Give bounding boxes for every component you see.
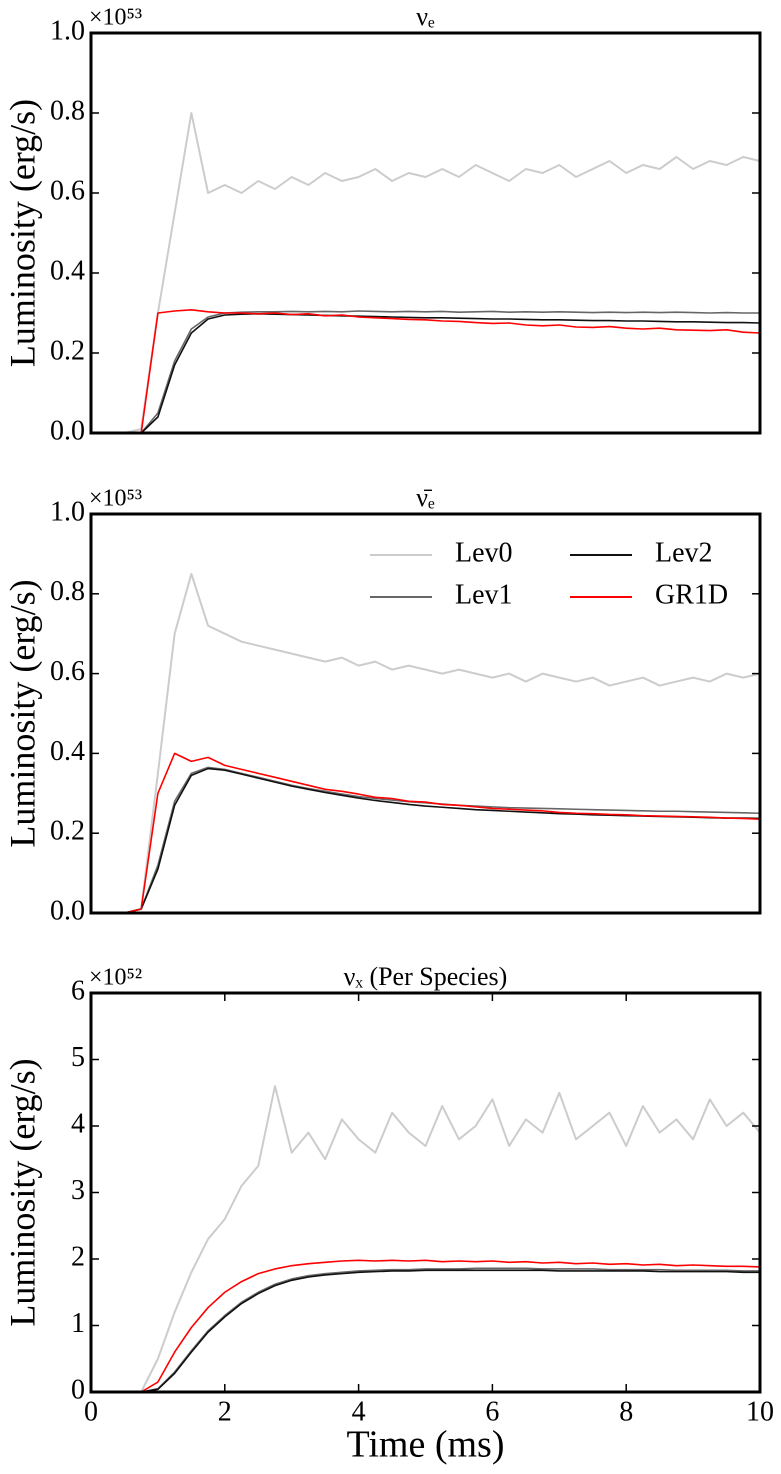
y-tick-label: 0.8 (50, 576, 85, 607)
plot-frame (89, 991, 762, 1394)
y-axis-label: Luminosity (erg/s) (2, 99, 42, 367)
series-line (91, 572, 761, 914)
y-tick-label: 0.6 (50, 656, 85, 687)
y-tick-label: 1 (71, 1308, 85, 1339)
x-tick-label: 4 (352, 1396, 366, 1427)
y-tick-label: 4 (71, 1108, 85, 1139)
y-tick-label: 6 (71, 975, 85, 1006)
y-axis-label: Luminosity (erg/s) (2, 579, 42, 847)
series-line (91, 752, 761, 914)
series-line (91, 1267, 760, 1393)
y-offset-label: ×10⁵³ (89, 5, 142, 31)
chart-title: νₑ (416, 2, 435, 31)
chart-title: νₓ (Per Species) (344, 962, 508, 991)
y-tick-label: 0.2 (50, 335, 85, 366)
series-line (91, 112, 761, 434)
y-offset-label: ×10⁵² (89, 965, 142, 991)
series-line (91, 766, 761, 914)
y-axis-label: Luminosity (erg/s) (2, 1058, 42, 1326)
legend-label: Lev1 (455, 579, 513, 610)
x-tick-label: 8 (619, 1396, 633, 1427)
chart-title: ν̄ₑ (416, 483, 435, 512)
y-tick-label: 0 (71, 1374, 85, 1405)
series-line (91, 767, 761, 914)
series-line (91, 1259, 761, 1393)
plot-frame (89, 31, 762, 435)
legend-label: Lev0 (455, 537, 513, 568)
x-tick-label: 6 (485, 1396, 499, 1427)
y-tick-label: 3 (71, 1175, 85, 1206)
y-tick-label: 0.0 (50, 895, 85, 926)
y-tick-label: 0.6 (50, 175, 85, 206)
y-tick-label: 0.4 (50, 736, 85, 767)
y-tick-label: 1.0 (50, 496, 85, 527)
legend-label: GR1D (655, 579, 728, 610)
plot-frame (89, 512, 762, 915)
y-tick-label: 0.2 (50, 816, 85, 847)
x-axis-label: Time (ms) (346, 1424, 504, 1466)
y-offset-label: ×10⁵³ (89, 486, 142, 512)
y-tick-label: 2 (71, 1241, 85, 1272)
x-tick-label: 0 (84, 1396, 98, 1427)
y-tick-label: 1.0 (50, 15, 85, 46)
y-tick-label: 0.8 (50, 95, 85, 126)
x-tick-label: 10 (746, 1396, 774, 1427)
y-tick-label: 5 (71, 1042, 85, 1073)
series-line (91, 309, 761, 434)
legend-label: Lev2 (655, 537, 713, 568)
y-tick-label: 0.4 (50, 255, 85, 286)
series-line (91, 313, 761, 434)
x-tick-label: 2 (218, 1396, 232, 1427)
series-line (91, 1085, 761, 1393)
series-line (91, 310, 760, 434)
y-tick-label: 0.0 (50, 415, 85, 446)
series-line (91, 1269, 760, 1393)
